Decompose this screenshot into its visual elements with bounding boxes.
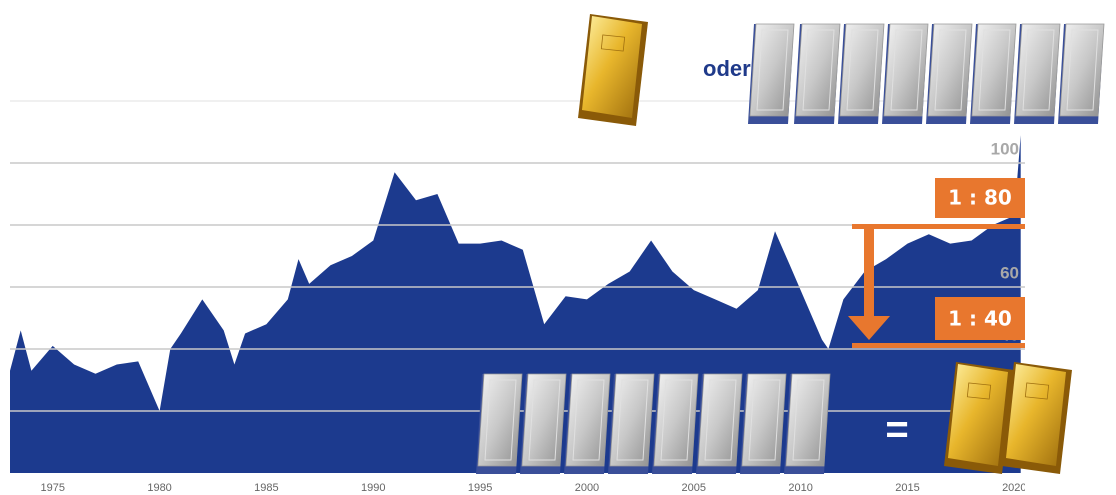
oder-label: oder [703,56,751,81]
x-tick-label: 2015 [895,482,919,494]
equals-sign: = [885,408,908,452]
x-tick-label: 1975 [40,482,64,494]
ratio-label: 1 : 80 [948,186,1012,210]
ratio-box [935,178,1025,218]
x-axis: 1975 1980 1985 1990 1995 2000 2005 2010 2015 2020 [40,482,1026,494]
x-tick-label: 1990 [361,482,385,494]
arrow-head [848,316,890,340]
y-tick-label: 100 [991,139,1019,158]
gold-bar [1001,361,1073,475]
arrow-shaft [864,229,874,319]
x-tick-label: 1985 [254,482,278,494]
overlay: oder 1 : 80 1 : 40 = [475,13,1105,475]
x-tick-label: 2005 [682,482,706,494]
x-tick-label: 1980 [147,482,171,494]
x-tick-label: 2000 [575,482,599,494]
ratio-line [852,224,1025,229]
x-tick-label: 2010 [788,482,812,494]
ratio-label: 1 : 40 [948,307,1012,331]
plot: 2040608010019751980198519901995200020052… [10,135,1026,494]
gold-bar [577,13,649,127]
x-tick-label: 2020 [1002,482,1026,494]
y-tick-label: 60 [1000,263,1019,282]
ratio-box [935,297,1025,340]
ratio-line [852,343,1025,348]
silver-bars-top [747,23,1105,125]
x-tick-label: 1995 [468,482,492,494]
